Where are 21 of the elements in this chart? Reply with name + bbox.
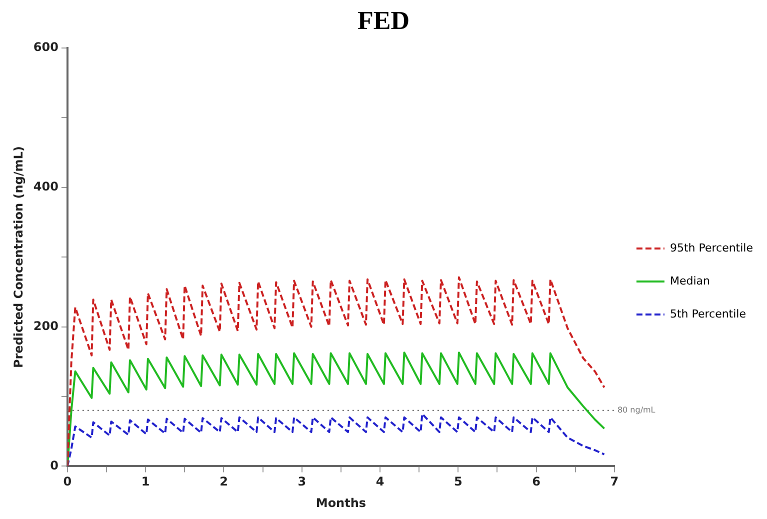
legend-label: 95th Percentile <box>670 241 754 254</box>
x-axis-title: Months <box>316 496 366 510</box>
y-tick-label: 400 <box>33 180 58 194</box>
y-tick-label: 0 <box>50 458 58 472</box>
chart-title: FED <box>356 6 410 36</box>
ref-line-label: 80 ng/mL <box>617 406 656 415</box>
y-axis-title: Predicted Concentration (ng/mL) <box>11 146 26 368</box>
x-tick-label: 3 <box>298 474 306 489</box>
y-tick-label: 200 <box>33 318 58 333</box>
x-tick-label: 6 <box>532 474 540 489</box>
x-tick-label: 5 <box>454 474 462 489</box>
line-series <box>67 412 606 466</box>
x-tick-label: 0 <box>63 474 72 489</box>
x-tick-label: 4 <box>376 474 384 489</box>
x-tick-label: 2 <box>220 474 228 489</box>
legend-label: 5th Percentile <box>670 307 746 320</box>
y-tick-label: 600 <box>33 40 58 54</box>
legend-label: Median <box>670 274 710 288</box>
x-tick-label: 1 <box>141 474 150 489</box>
x-tick-label: 7 <box>610 474 619 489</box>
line-series <box>67 276 606 466</box>
